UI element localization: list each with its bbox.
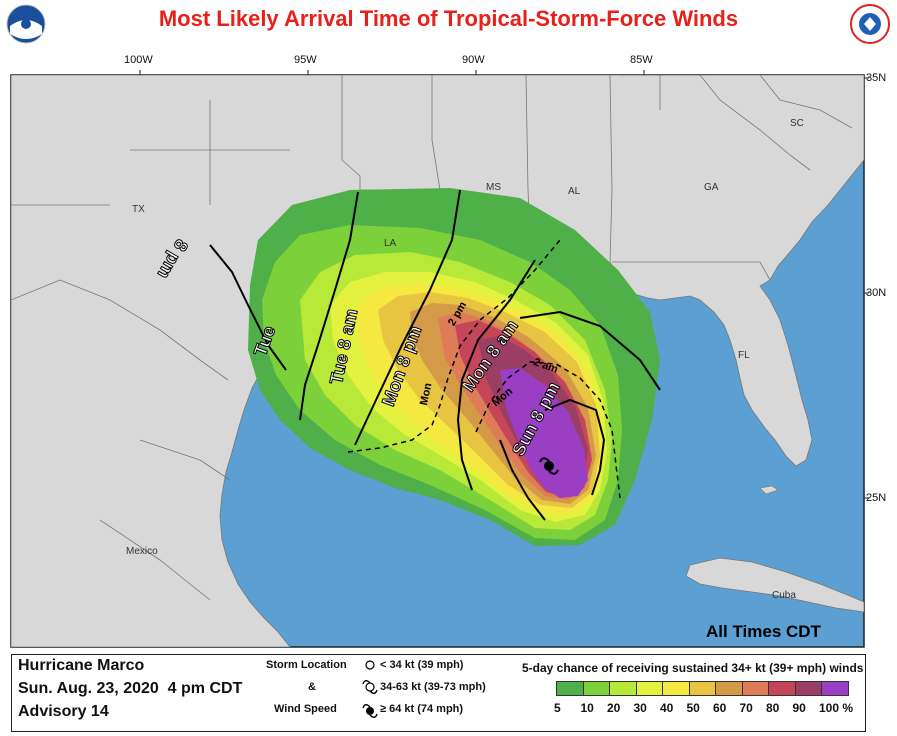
symbol-legend-heading1: Storm Location [266, 659, 347, 671]
probability-swatch [794, 681, 823, 696]
storm-advisory: Advisory 14 [18, 703, 109, 720]
place-label-la: LA [384, 238, 397, 249]
symbol-item-depression: < 34 kt (39 mph) [380, 659, 464, 671]
place-label-ms: MS [486, 182, 501, 193]
symbol-legend-amp: & [308, 681, 316, 693]
symbol-legend-heading2: Wind Speed [274, 703, 337, 715]
times-note: All Times CDT [706, 622, 821, 641]
probability-swatch [768, 681, 796, 696]
lon-label-90w: 90W [462, 54, 485, 66]
arrival-contours-dashed [347, 239, 621, 499]
lon-label-95w: 95W [294, 54, 317, 66]
map-title: Most Likely Arrival Time of Tropical-Sto… [158, 6, 739, 31]
probability-level-label: 5 [554, 701, 561, 715]
probability-swatch [635, 681, 664, 696]
probability-swatch [715, 681, 743, 696]
tropical-storm-symbol-icon [362, 680, 378, 694]
storm-name: Hurricane Marco [18, 657, 145, 674]
nws-logo [850, 4, 890, 44]
place-label-al: AL [568, 186, 581, 197]
probability-swatch [609, 681, 637, 696]
probability-legend-title: 5-day chance of receiving sustained 34+ … [522, 661, 864, 675]
storm-date: Sun. Aug. 23, 2020 4 pm CDT [18, 680, 243, 697]
noaa-logo [6, 4, 46, 44]
probability-level-label: 60 [713, 701, 727, 715]
hurricane-legend-symbol-icon [362, 704, 378, 718]
probability-level-label: 100 % [819, 701, 854, 715]
probability-swatch [688, 681, 717, 696]
place-label-tx: TX [132, 204, 145, 215]
lat-label-25n: 25N [866, 492, 887, 504]
symbol-item-hurricane: ≥ 64 kt (74 mph) [380, 703, 464, 715]
legend-panel: Hurricane Marco Sun. Aug. 23, 2020 4 pm … [11, 654, 866, 732]
probability-level-label: 80 [766, 701, 780, 715]
cuba-land [685, 557, 864, 613]
probability-level-label: 10 [580, 701, 594, 715]
probability-level-label: 70 [739, 701, 753, 715]
place-label-ga: GA [704, 182, 719, 193]
probability-swatch [582, 681, 611, 696]
lon-label-100w: 100W [124, 54, 153, 66]
place-label-mexico: Mexico [126, 546, 158, 557]
depression-symbol-icon [365, 660, 375, 670]
arrival-contours [209, 189, 661, 521]
graticule-ticks [139, 70, 869, 499]
probability-swath [248, 188, 660, 546]
symbol-item-tropical-storm: 34-63 kt (39-73 mph) [380, 681, 486, 693]
place-label-fl: FL [738, 350, 750, 361]
place-label-cuba: Cuba [772, 590, 796, 601]
storm-symbols [362, 660, 378, 718]
hurricane-symbol-icon [539, 457, 559, 475]
probability-swatch [821, 681, 849, 696]
probability-level-label: 40 [660, 701, 674, 715]
probability-swatch [741, 681, 770, 696]
lat-label-30n: 30N [866, 287, 887, 299]
probability-level-label: 30 [633, 701, 647, 715]
probability-swatch [662, 681, 690, 696]
probability-level-label: 20 [607, 701, 621, 715]
probability-level-label: 90 [792, 701, 806, 715]
place-label-sc: SC [790, 118, 804, 129]
lat-label-35n: 35N [866, 72, 887, 84]
probability-level-label: 50 [686, 701, 700, 715]
lon-label-85w: 85W [630, 54, 653, 66]
probability-swatch [556, 681, 584, 696]
